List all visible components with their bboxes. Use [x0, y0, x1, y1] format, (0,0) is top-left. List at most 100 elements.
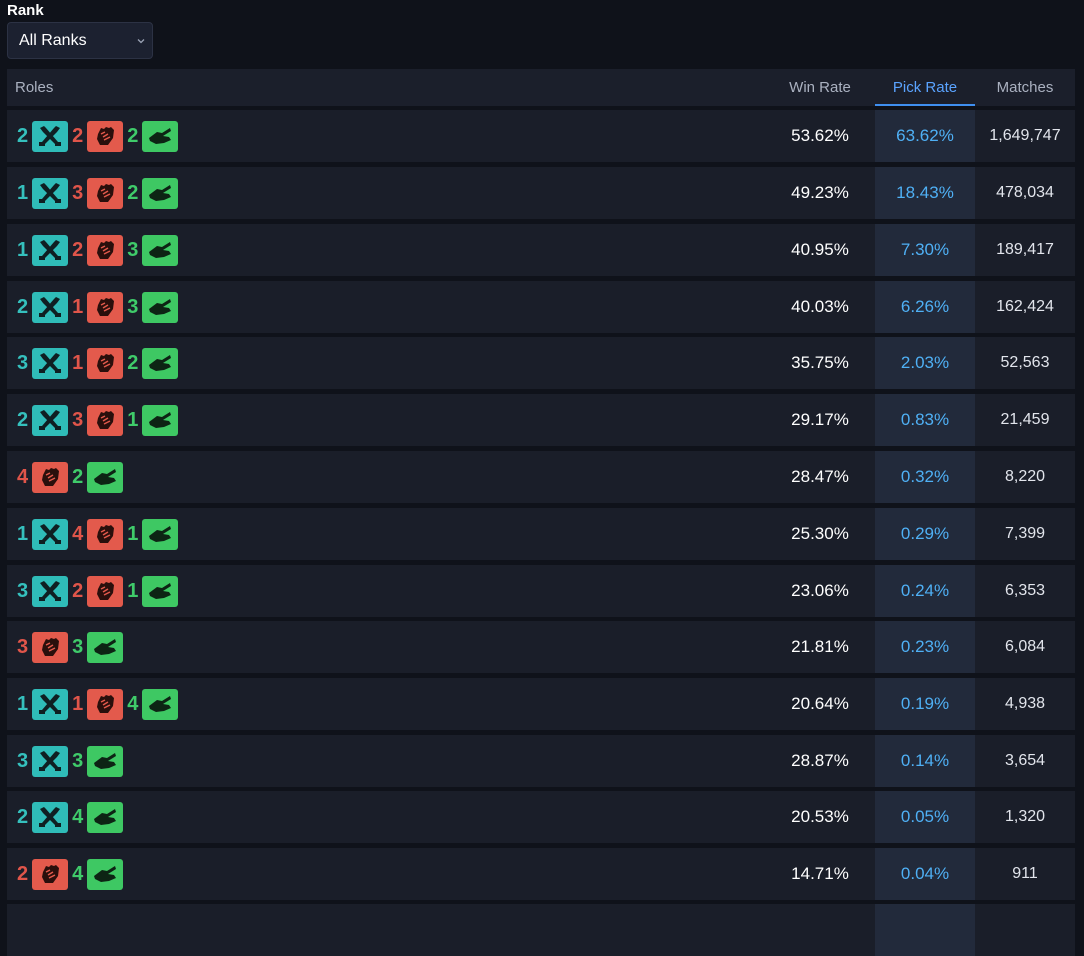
tank-count: 1: [17, 522, 29, 545]
tank-count: 2: [17, 295, 29, 318]
tank-group: 2: [17, 801, 69, 833]
pick-rate-cell: [875, 904, 975, 956]
role-composition: 3 2 1: [17, 575, 182, 607]
support-group: 2: [72, 461, 124, 493]
tank-role-icon: [32, 347, 69, 379]
tank-role-icon: [32, 745, 69, 777]
tank-role-icon: [32, 688, 69, 720]
matches-cell: 189,417: [996, 241, 1054, 258]
win-rate-cell: 28.47%: [791, 467, 849, 486]
damage-group: 3: [72, 404, 124, 436]
damage-group: 1: [72, 291, 124, 323]
damage-role-icon: [32, 631, 69, 663]
win-rate-cell: 40.95%: [791, 240, 849, 259]
support-count: 3: [72, 749, 84, 772]
support-role-icon: [142, 518, 179, 550]
pick-rate-cell: 7.30%: [875, 224, 975, 276]
support-role-icon: [87, 461, 124, 493]
support-role-icon: [142, 177, 179, 209]
support-group: 3: [72, 745, 124, 777]
tank-count: 2: [17, 124, 29, 147]
support-count: 3: [127, 295, 139, 318]
damage-count: 1: [72, 295, 84, 318]
win-rate-cell: 28.87%: [791, 751, 849, 770]
tank-count: 3: [17, 579, 29, 602]
damage-group: 2: [72, 575, 124, 607]
damage-count: 4: [72, 522, 84, 545]
pick-rate-cell: 0.24%: [875, 565, 975, 617]
pick-rate-cell: 18.43%: [875, 167, 975, 219]
damage-group: 3: [17, 631, 69, 663]
rank-select[interactable]: All Ranks: [7, 22, 153, 59]
tank-role-icon: [32, 234, 69, 266]
tank-count: 1: [17, 181, 29, 204]
header-pick-rate[interactable]: Pick Rate: [875, 69, 975, 106]
tank-count: 1: [17, 692, 29, 715]
pick-rate-cell: 2.03%: [875, 337, 975, 389]
support-group: 4: [127, 688, 179, 720]
tank-role-icon: [32, 291, 69, 323]
damage-role-icon: [87, 404, 124, 436]
tank-group: 2: [17, 120, 69, 152]
tank-group: 2: [17, 404, 69, 436]
damage-role-icon: [32, 858, 69, 890]
win-rate-cell: 29.17%: [791, 410, 849, 429]
support-role-icon: [87, 801, 124, 833]
support-group: 1: [127, 404, 179, 436]
support-count: 4: [127, 692, 139, 715]
tank-role-icon: [32, 404, 69, 436]
support-count: 2: [127, 124, 139, 147]
role-composition: 2 3 1: [17, 404, 182, 436]
damage-role-icon: [87, 575, 124, 607]
header-matches[interactable]: Matches: [996, 79, 1054, 96]
tank-role-icon: [32, 177, 69, 209]
header-win-rate[interactable]: Win Rate: [789, 79, 851, 96]
role-composition-table: Roles Win Rate Pick Rate Matches 2 2 2 53.6…: [7, 69, 1075, 956]
support-group: 3: [72, 631, 124, 663]
support-count: 4: [72, 862, 84, 885]
damage-role-icon: [87, 347, 124, 379]
support-group: 2: [127, 347, 179, 379]
support-role-icon: [142, 120, 179, 152]
matches-cell: 911: [1012, 865, 1038, 882]
support-role-icon: [142, 688, 179, 720]
table-row: 3 3 21.81% 0.23% 6,084: [7, 621, 1075, 673]
pick-rate-cell: 0.83%: [875, 394, 975, 446]
damage-group: 4: [72, 518, 124, 550]
support-role-icon: [142, 404, 179, 436]
tank-count: 1: [17, 238, 29, 261]
chevron-down-icon: [137, 39, 145, 44]
damage-count: 3: [72, 408, 84, 431]
damage-group: 1: [72, 688, 124, 720]
damage-role-icon: [87, 234, 124, 266]
table-row: 3 1 2 35.75% 2.03% 52,563: [7, 337, 1075, 389]
tank-count: 2: [17, 408, 29, 431]
damage-count: 3: [72, 181, 84, 204]
matches-cell: 478,034: [996, 184, 1054, 201]
matches-cell: 1,649,747: [989, 127, 1061, 144]
role-composition: 1 3 2: [17, 177, 182, 209]
tank-group: 1: [17, 688, 69, 720]
tank-count: 3: [17, 351, 29, 374]
pick-rate-cell: 0.19%: [875, 678, 975, 730]
pick-rate-cell: 0.23%: [875, 621, 975, 673]
role-composition: 1 1 4: [17, 688, 182, 720]
damage-role-icon: [87, 291, 124, 323]
matches-cell: 21,459: [1000, 411, 1050, 428]
damage-group: 1: [72, 347, 124, 379]
table-row: 4 2 28.47% 0.32% 8,220: [7, 451, 1075, 503]
table-row: 1 4 1 25.30% 0.29% 7,399: [7, 508, 1075, 560]
support-group: 3: [127, 234, 179, 266]
tank-role-icon: [32, 575, 69, 607]
matches-cell: 4,938: [1004, 695, 1046, 712]
damage-count: 2: [17, 862, 29, 885]
table-row: 2 1 3 40.03% 6.26% 162,424: [7, 281, 1075, 333]
damage-count: 2: [72, 238, 84, 261]
tank-group: 3: [17, 347, 69, 379]
table-row: 3 3 28.87% 0.14% 3,654: [7, 735, 1075, 787]
role-composition: 2 1 3: [17, 291, 182, 323]
